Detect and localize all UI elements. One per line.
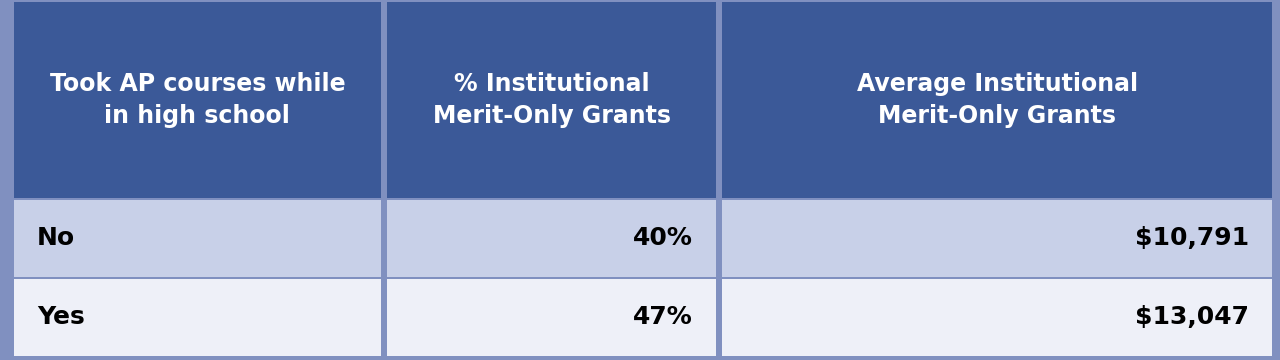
- Text: $13,047: $13,047: [1135, 305, 1249, 329]
- Text: Yes: Yes: [37, 305, 84, 329]
- Bar: [14, 199, 380, 277]
- Text: Took AP courses while
in high school: Took AP courses while in high school: [50, 72, 346, 128]
- Bar: [14, 2, 380, 198]
- Bar: [722, 2, 1272, 198]
- Text: 40%: 40%: [634, 226, 692, 250]
- Text: No: No: [37, 226, 76, 250]
- Bar: [387, 2, 716, 198]
- Bar: [387, 279, 716, 356]
- Text: $10,791: $10,791: [1135, 226, 1249, 250]
- Bar: [722, 279, 1272, 356]
- Text: 47%: 47%: [634, 305, 692, 329]
- Bar: [14, 279, 380, 356]
- Bar: [722, 199, 1272, 277]
- Bar: [387, 199, 716, 277]
- Text: Average Institutional
Merit-Only Grants: Average Institutional Merit-Only Grants: [856, 72, 1138, 128]
- Text: % Institutional
Merit-Only Grants: % Institutional Merit-Only Grants: [433, 72, 671, 128]
